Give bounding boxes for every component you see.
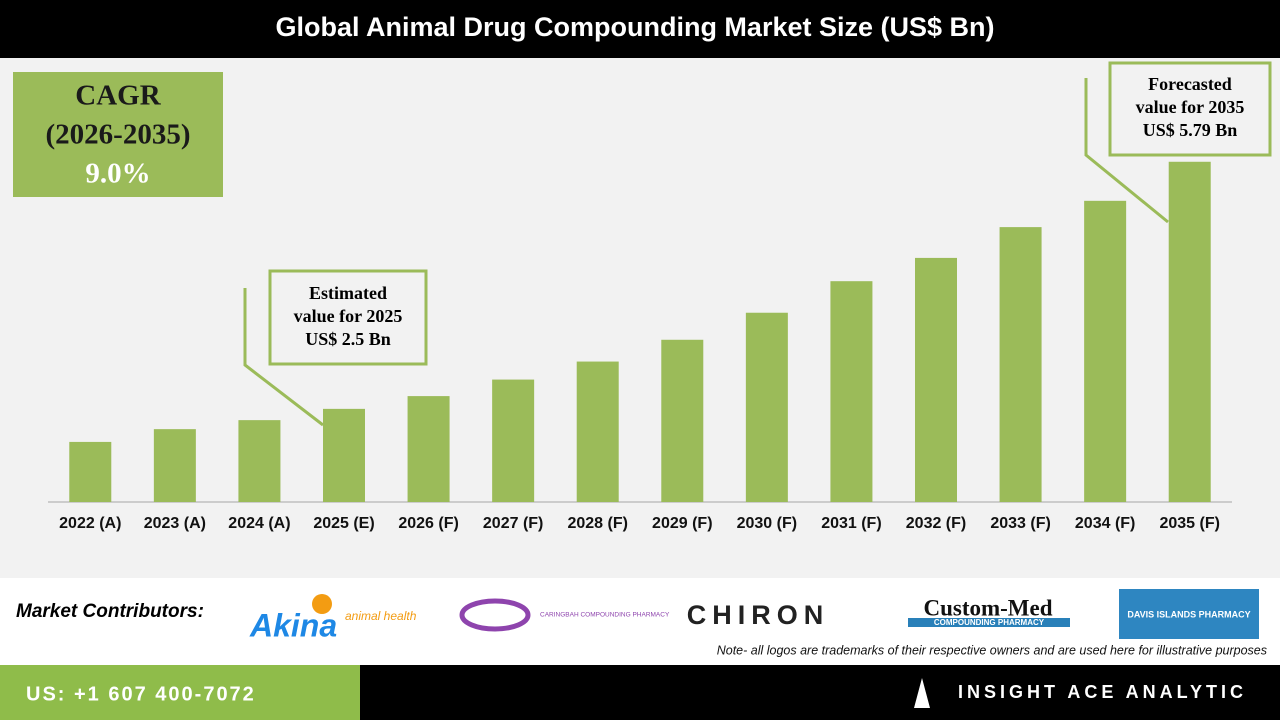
- brand-icon: [914, 678, 930, 708]
- logo: COMPOUNDING PHARMACY: [934, 618, 1045, 627]
- bar: [1084, 200, 1127, 502]
- bar: [153, 429, 196, 502]
- bar: [323, 408, 365, 502]
- bar: [407, 396, 450, 502]
- callout-box: [268, 269, 428, 366]
- logo-icon: [459, 598, 531, 632]
- callout-text: Estimated: [309, 283, 387, 303]
- logo-box: [1119, 589, 1259, 639]
- logo: CARINGBAH COMPOUNDING PHARMACY: [540, 612, 670, 619]
- callout-text: Forecasted: [1148, 74, 1232, 94]
- contributors-label: Market Contributors:: [16, 601, 204, 622]
- x-tick-label: 2023 (A): [144, 515, 206, 532]
- bar: [492, 379, 535, 502]
- bar: [238, 420, 281, 502]
- logo-band: [908, 618, 1070, 627]
- x-tick-label: 2030 (F): [737, 515, 797, 532]
- footer-left: [0, 665, 360, 720]
- x-tick-label: 2033 (F): [990, 515, 1050, 532]
- x-tick-label: 2024 (A): [228, 515, 290, 532]
- callout-text: value for 2035: [1136, 97, 1245, 117]
- bar: [69, 441, 112, 502]
- bar: [576, 361, 619, 502]
- bar: [915, 257, 957, 502]
- footer-right: [360, 665, 1280, 720]
- bar: [830, 281, 873, 502]
- header-bar: [0, 0, 1280, 58]
- logo-icon: [312, 594, 332, 614]
- cagr-period: (2026-2035): [46, 119, 191, 151]
- x-tick-label: 2031 (F): [821, 515, 881, 532]
- brand: INSIGHT ACE ANALYTIC: [958, 682, 1247, 702]
- callout-leader: [243, 288, 324, 427]
- x-tick-label: 2027 (F): [483, 515, 543, 532]
- bars: [69, 161, 1211, 502]
- callout-text: US$ 5.79 Bn: [1143, 120, 1238, 140]
- x-tick-label: 2026 (F): [398, 515, 458, 532]
- logo: DAVIS ISLANDS PHARMACY: [1127, 609, 1250, 619]
- logo: Custom-Med: [923, 595, 1052, 620]
- x-tick-label: 2035 (F): [1159, 515, 1219, 532]
- logo: animal health: [345, 609, 417, 623]
- callout-box: [1108, 61, 1272, 157]
- logo: Akina: [249, 607, 337, 643]
- note: Note- all logos are trademarks of their …: [717, 643, 1267, 657]
- x-tick-label: 2032 (F): [906, 515, 966, 532]
- bar: [1168, 161, 1211, 502]
- x-tick-label: 2034 (F): [1075, 515, 1135, 532]
- cagr-box: [13, 72, 223, 197]
- logo: CHIRON: [687, 600, 830, 630]
- phone: US: +1 607 400-7072: [26, 683, 256, 705]
- cagr-label: CAGR: [75, 80, 161, 112]
- cagr-rate: 9.0%: [85, 158, 150, 190]
- x-tick-label: 2025 (E): [313, 515, 374, 532]
- x-tick-label: 2028 (F): [567, 515, 627, 532]
- x-tick-label: 2022 (A): [59, 515, 121, 532]
- title: Global Animal Drug Compounding Market Si…: [275, 12, 994, 42]
- callout-leader: [1084, 78, 1169, 224]
- bar: [999, 227, 1042, 502]
- bar: [745, 312, 788, 502]
- callout-text: US$ 2.5 Bn: [305, 329, 391, 349]
- bar: [661, 339, 704, 502]
- callout-text: value for 2025: [294, 306, 403, 326]
- x-tick-label: 2029 (F): [652, 515, 712, 532]
